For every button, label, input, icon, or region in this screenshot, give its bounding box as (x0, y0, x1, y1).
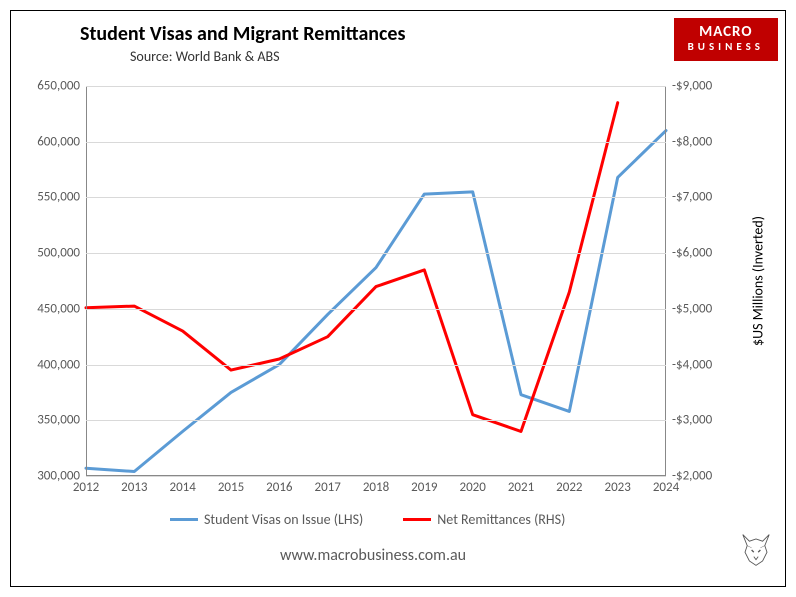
y-right-tick: -$9,000 (672, 79, 712, 94)
chart-lines-svg (86, 86, 666, 476)
legend-label-remittances: Net Remittances (RHS) (437, 511, 565, 528)
legend-label-visas: Student Visas on Issue (LHS) (204, 511, 363, 528)
gridline (86, 86, 666, 87)
x-tick: 2019 (411, 480, 437, 495)
wolf-icon (734, 528, 778, 579)
x-tick: 2017 (314, 480, 340, 495)
y-right-tick: -$8,000 (672, 134, 712, 149)
gridline (86, 476, 666, 477)
chart-frame: Student Visas and Migrant Remittances So… (0, 0, 796, 597)
x-tick: 2020 (459, 480, 485, 495)
y-left-tick: 400,000 (37, 357, 80, 372)
chart-title: Student Visas and Migrant Remittances (80, 22, 405, 46)
right-axis-label: $US Millions (Inverted) (750, 216, 767, 346)
line-net-remittances (86, 103, 618, 432)
y-left-tick: 600,000 (37, 134, 80, 149)
x-tick: 2018 (363, 480, 389, 495)
y-left-tick: 650,000 (37, 79, 80, 94)
gridline (86, 420, 666, 421)
legend-swatch-remittances (403, 518, 431, 521)
y-left-tick: 450,000 (37, 301, 80, 316)
legend-item-remittances: Net Remittances (RHS) (403, 511, 565, 528)
x-tick: 2014 (169, 480, 195, 495)
x-tick: 2013 (121, 480, 147, 495)
y-left-tick: 500,000 (37, 246, 80, 261)
legend-swatch-visas (170, 518, 198, 521)
x-tick: 2021 (508, 480, 534, 495)
gridline (86, 365, 666, 366)
gridline (86, 197, 666, 198)
y-right-tick: -$7,000 (672, 190, 712, 205)
chart-subtitle: Source: World Bank & ABS (130, 48, 280, 65)
plot-area: 300,000-$2,000350,000-$3,000400,000-$4,0… (86, 86, 666, 476)
y-right-tick: -$6,000 (672, 246, 712, 261)
x-tick: 2023 (604, 480, 630, 495)
gridline (86, 142, 666, 143)
x-tick: 2024 (653, 480, 679, 495)
logo-line2: BUSINESS (688, 41, 764, 53)
x-tick: 2015 (218, 480, 244, 495)
logo-line1: MACRO (688, 24, 764, 41)
y-right-tick: -$3,000 (672, 413, 712, 428)
y-right-tick: -$5,000 (672, 301, 712, 316)
y-left-tick: 550,000 (37, 190, 80, 205)
y-right-tick: -$4,000 (672, 357, 712, 372)
legend-item-visas: Student Visas on Issue (LHS) (170, 511, 363, 528)
x-tick: 2012 (73, 480, 99, 495)
gridline (86, 309, 666, 310)
x-tick: 2022 (556, 480, 582, 495)
footer-url: www.macrobusiness.com.au (280, 546, 466, 565)
y-left-tick: 350,000 (37, 413, 80, 428)
legend: Student Visas on Issue (LHS) Net Remitta… (170, 511, 565, 528)
x-tick: 2016 (266, 480, 292, 495)
gridline (86, 253, 666, 254)
macrobusiness-logo: MACRO BUSINESS (674, 18, 778, 61)
